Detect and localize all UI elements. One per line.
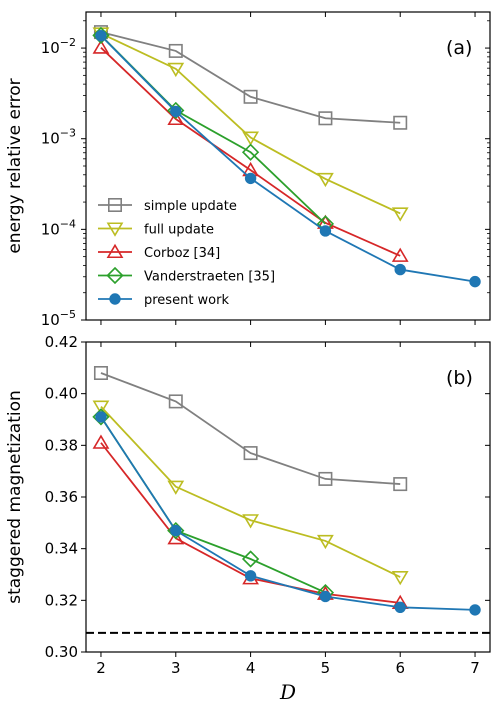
y-axis-label: energy relative error xyxy=(5,78,25,253)
legend: simple update full update Corboz [34] Vande… xyxy=(98,198,275,308)
data-point xyxy=(167,101,185,120)
data-point xyxy=(244,172,257,185)
data-point xyxy=(394,263,406,276)
legend-item-present-work: present work xyxy=(98,293,229,308)
data-point xyxy=(391,207,409,222)
x-tick-label: 3 xyxy=(171,659,181,677)
series-line xyxy=(100,32,401,215)
legend-label: Corboz [34] xyxy=(144,246,220,261)
y-axis-label: staggered magnetization xyxy=(5,390,25,604)
data-point xyxy=(393,115,408,130)
legend-marker xyxy=(109,293,121,305)
data-point xyxy=(170,105,182,118)
data-point xyxy=(318,471,333,486)
data-point xyxy=(92,400,110,415)
data-point xyxy=(93,365,108,380)
legend-marker xyxy=(106,243,124,259)
y-tick-label: 0.40 xyxy=(45,385,78,403)
panel-a: 10−5 10−4 10−3 10−2 (a) energy relative error… xyxy=(5,11,491,329)
series-line xyxy=(100,372,401,485)
y-tick-label: 10−5 xyxy=(41,308,76,329)
series-present-work xyxy=(95,29,481,288)
data-point xyxy=(317,172,334,188)
y-tick-label: 0.30 xyxy=(45,643,78,661)
plot-frame xyxy=(85,341,491,653)
x-tick-label: 7 xyxy=(470,659,480,677)
legend-item-simple-update: simple update xyxy=(98,198,237,214)
data-point xyxy=(242,131,259,146)
y-tick-label: 0.34 xyxy=(45,540,78,558)
x-tick-label: 4 xyxy=(246,659,256,677)
series-line xyxy=(100,405,401,578)
panel-label: (a) xyxy=(446,37,472,59)
data-point xyxy=(391,571,409,586)
data-point xyxy=(167,530,185,545)
legend-marker xyxy=(108,198,123,213)
series-line xyxy=(100,47,401,257)
data-point xyxy=(168,43,183,58)
data-point xyxy=(469,604,481,616)
series-full-update xyxy=(92,27,409,222)
data-point xyxy=(243,89,258,104)
series-full-update xyxy=(92,400,409,586)
data-point xyxy=(168,394,183,409)
x-tick-label: 6 xyxy=(395,659,405,677)
data-point xyxy=(95,411,107,423)
y-tick-label: 10−4 xyxy=(41,217,76,238)
data-point xyxy=(92,434,110,449)
series-line xyxy=(100,416,476,611)
series-line xyxy=(100,34,327,225)
data-point xyxy=(95,29,107,42)
series-corboz-34 xyxy=(92,39,409,262)
data-point xyxy=(243,446,258,461)
legend-item-corboz-34: Corboz [34] xyxy=(98,243,220,261)
y-tick-label: 0.36 xyxy=(45,488,78,506)
y-tick-label: 10−3 xyxy=(41,127,76,148)
data-point xyxy=(241,550,260,568)
x-tick-label: 5 xyxy=(321,659,331,677)
series-simple-update xyxy=(93,365,408,492)
series-line xyxy=(100,35,476,283)
plot-frame xyxy=(85,11,491,321)
data-point xyxy=(319,590,332,603)
data-point xyxy=(170,524,182,537)
legend-label: present work xyxy=(144,293,229,308)
y-tick-label: 0.42 xyxy=(45,333,78,351)
legend-label: full update xyxy=(144,223,214,238)
data-point xyxy=(167,110,185,126)
data-point xyxy=(391,247,409,262)
data-point xyxy=(92,26,110,45)
data-point xyxy=(317,534,334,550)
data-point xyxy=(469,275,481,288)
data-point xyxy=(241,143,260,161)
data-point xyxy=(244,570,257,582)
data-point xyxy=(242,514,259,529)
legend-item-full-update: full update xyxy=(98,222,214,238)
legend-label: simple update xyxy=(144,199,237,214)
y-tick-label: 10−2 xyxy=(41,36,76,57)
data-point xyxy=(393,477,408,492)
series-line xyxy=(100,31,401,124)
data-point xyxy=(92,39,110,54)
panel-label: (b) xyxy=(446,367,473,389)
series-corboz-34 xyxy=(92,434,409,609)
data-point xyxy=(319,225,332,237)
data-point xyxy=(167,62,185,78)
panel-b: 2 3 4 5 6 7 0.30 0.32 0.34 0.36 0.38 0.40 0.42 (b) sta… xyxy=(5,333,491,704)
data-point xyxy=(394,601,406,614)
series-present-work xyxy=(95,411,481,616)
x-tick-label: 2 xyxy=(96,659,106,677)
data-point xyxy=(318,111,333,126)
y-tick-label: 0.38 xyxy=(45,436,78,454)
legend-marker xyxy=(106,222,124,237)
x-axis-label: D xyxy=(279,680,296,704)
data-point xyxy=(167,480,185,495)
legend-marker xyxy=(106,266,124,285)
legend-item-vanderstraeten-35: Vanderstraeten [35] xyxy=(98,266,275,285)
legend-label: Vanderstraeten [35] xyxy=(144,270,275,285)
y-tick-label: 0.32 xyxy=(45,591,78,609)
